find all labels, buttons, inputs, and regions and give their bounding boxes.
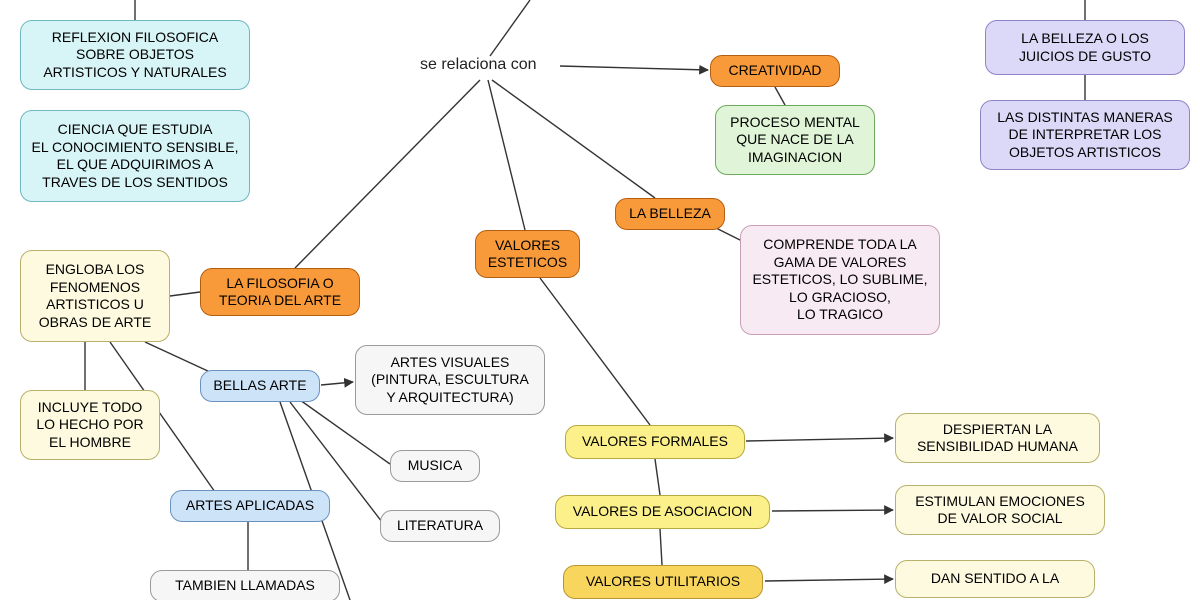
edge — [772, 510, 893, 511]
node-artes-aplic: ARTES APLICADAS — [170, 490, 330, 522]
node-val-util: VALORES UTILITARIOS — [563, 565, 763, 599]
node-despiertan: DESPIERTAN LA SENSIBILIDAD HUMANA — [895, 413, 1100, 463]
edge — [488, 80, 525, 230]
node-reflexion: REFLEXION FILOSOFICA SOBRE OBJETOS ARTIS… — [20, 20, 250, 90]
edge — [145, 342, 210, 372]
node-distintas: LAS DISTINTAS MANERAS DE INTERPRETAR LOS… — [980, 100, 1190, 170]
edge — [655, 459, 660, 495]
edge — [295, 80, 480, 268]
node-valores-est: VALORES ESTETICOS — [475, 230, 580, 278]
concept-map: { "type": "concept-map", "canvas": { "wi… — [0, 0, 1200, 600]
edge — [746, 438, 893, 441]
edge — [492, 80, 655, 198]
node-filosofia: LA FILOSOFIA O TEORIA DEL ARTE — [200, 268, 360, 316]
node-tambien: TAMBIEN LLAMADAS — [150, 570, 340, 600]
node-bellas-arte: BELLAS ARTE — [200, 370, 320, 402]
node-engloba: ENGLOBA LOS FENOMENOS ARTISTICOS U OBRAS… — [20, 250, 170, 342]
node-literatura: LITERATURA — [380, 510, 500, 542]
node-proceso: PROCESO MENTAL QUE NACE DE LA IMAGINACIO… — [715, 105, 875, 175]
node-artes-vis: ARTES VISUALES (PINTURA, ESCULTURA Y ARQ… — [355, 345, 545, 415]
node-dan-sentido: DAN SENTIDO A LA — [895, 560, 1095, 598]
edge — [490, 0, 530, 56]
edge — [560, 66, 708, 70]
edge — [170, 292, 200, 296]
node-estimulan: ESTIMULAN EMOCIONES DE VALOR SOCIAL — [895, 485, 1105, 535]
node-val-formales: VALORES FORMALES — [565, 425, 745, 459]
node-musica: MUSICA — [390, 450, 480, 482]
node-val-asoc: VALORES DE ASOCIACION — [555, 495, 770, 529]
edge — [540, 278, 650, 425]
node-belleza-juicio: LA BELLEZA O LOS JUICIOS DE GUSTO — [985, 20, 1185, 75]
node-ciencia: CIENCIA QUE ESTUDIA EL CONOCIMIENTO SENS… — [20, 110, 250, 202]
node-comprende: COMPRENDE TODA LA GAMA DE VALORES ESTETI… — [740, 225, 940, 335]
node-creatividad: CREATIVIDAD — [710, 55, 840, 87]
node-la-belleza: LA BELLEZA — [615, 198, 725, 230]
link-label-se-relaciona: se relaciona con — [420, 56, 537, 74]
edge — [660, 529, 662, 565]
edge — [321, 382, 353, 385]
node-incluye: INCLUYE TODO LO HECHO POR EL HOMBRE — [20, 390, 160, 460]
edge — [765, 579, 893, 581]
edge — [775, 87, 785, 105]
